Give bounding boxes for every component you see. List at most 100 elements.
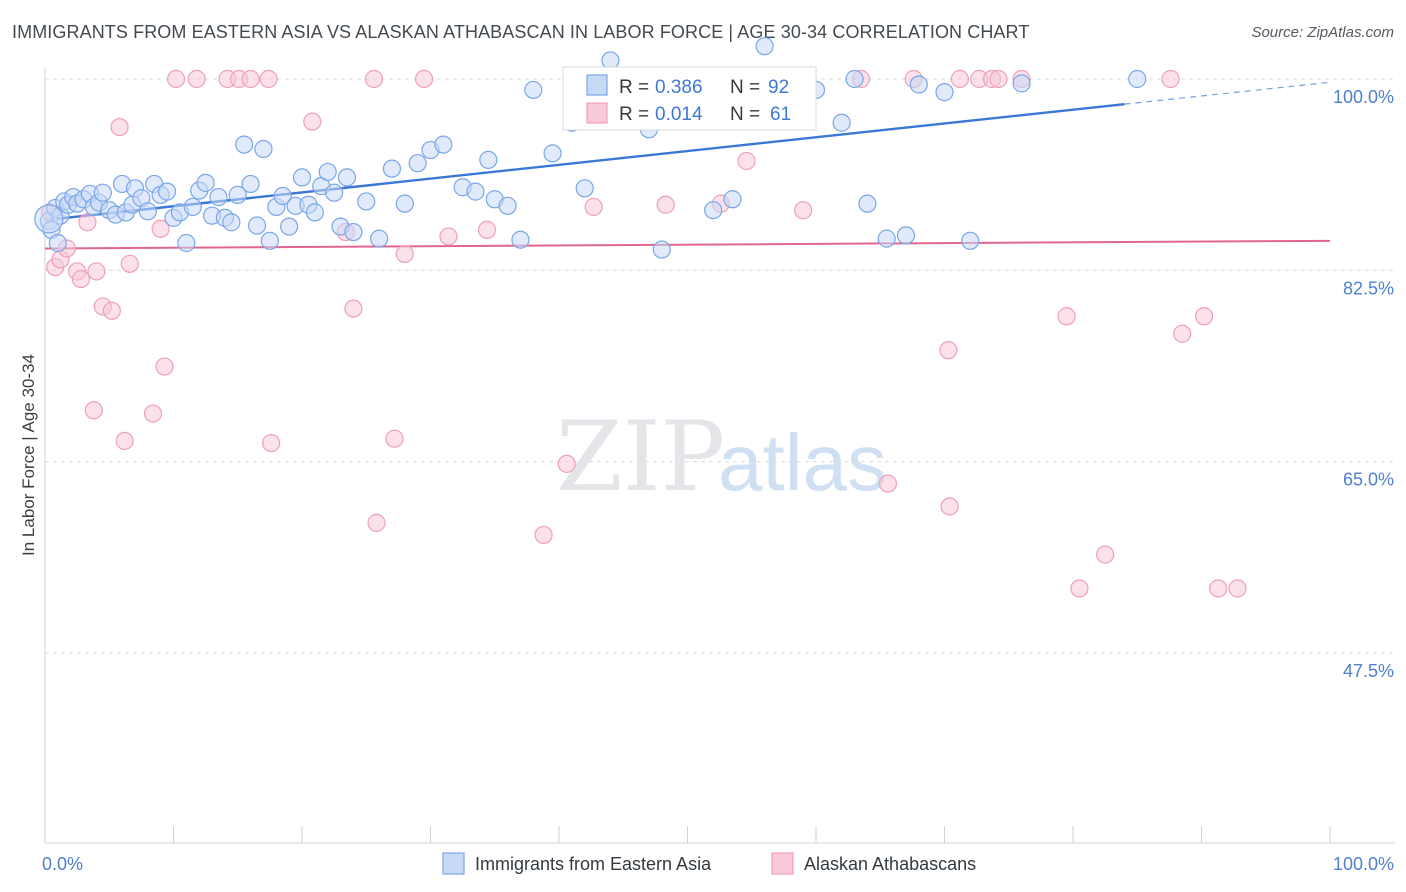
point-alaskan-athabascans	[794, 201, 813, 220]
x-tick-labels: 0.0% 100.0%	[42, 854, 1394, 874]
point-eastern-asia	[241, 174, 260, 194]
point-eastern-asia	[652, 240, 671, 259]
watermark: ZIP atlas	[556, 401, 887, 513]
point-alaskan-athabascans	[1209, 579, 1228, 598]
point-alaskan-athabascans	[262, 433, 281, 453]
y-tick-label: 65.0%	[1343, 470, 1394, 490]
point-eastern-asia	[1128, 69, 1147, 89]
point-eastern-asia	[1012, 74, 1031, 93]
legend-n-value-1: 92	[768, 77, 789, 98]
point-alaskan-athabascans	[166, 69, 186, 89]
point-alaskan-athabascans	[1070, 579, 1089, 598]
series-legend-swatch-blue	[442, 852, 465, 875]
grid-lines	[45, 78, 1395, 654]
point-alaskan-athabascans	[477, 220, 497, 239]
watermark-atlas: atlas	[718, 418, 887, 507]
x-tick-label-max: 100.0%	[1333, 854, 1394, 874]
point-alaskan-athabascans	[940, 497, 959, 516]
point-alaskan-athabascans	[71, 269, 91, 289]
point-alaskan-athabascans	[155, 357, 174, 376]
point-alaskan-athabascans	[878, 474, 898, 493]
point-eastern-asia	[755, 37, 774, 56]
point-alaskan-athabascans	[439, 227, 458, 246]
point-alaskan-athabascans	[187, 69, 206, 89]
point-alaskan-athabascans	[737, 151, 756, 171]
point-eastern-asia	[511, 230, 530, 249]
point-eastern-asia	[183, 197, 202, 217]
point-eastern-asia	[337, 168, 357, 187]
series-legend: Immigrants from Eastern Asia Alaskan Ath…	[442, 852, 976, 875]
point-eastern-asia	[247, 216, 267, 235]
source-label: Source: ZipAtlas.com	[1251, 24, 1394, 41]
series-legend-label-pink: Alaskan Athabascans	[804, 854, 976, 874]
point-eastern-asia	[305, 203, 324, 222]
point-eastern-asia	[325, 183, 344, 202]
point-eastern-asia	[228, 185, 247, 204]
point-eastern-asia	[832, 113, 851, 132]
legend-swatch-pink	[586, 102, 608, 124]
point-alaskan-athabascans	[534, 525, 553, 545]
point-eastern-asia	[318, 162, 337, 182]
point-eastern-asia	[909, 75, 928, 94]
point-alaskan-athabascans	[364, 69, 384, 89]
point-eastern-asia	[524, 80, 543, 100]
point-alaskan-athabascans	[87, 262, 106, 281]
axes	[44, 68, 1395, 844]
point-alaskan-athabascans	[115, 431, 134, 450]
point-eastern-asia	[209, 187, 228, 207]
point-alaskan-athabascans	[385, 429, 404, 448]
point-alaskan-athabascans	[344, 299, 363, 318]
legend-swatch-blue	[586, 74, 608, 96]
point-eastern-asia	[935, 83, 954, 102]
point-eastern-asia	[575, 179, 594, 198]
point-eastern-asia	[254, 139, 273, 159]
trend-line-alaskan-athabascans	[44, 239, 1331, 250]
y-tick-label: 100.0%	[1333, 87, 1394, 107]
point-eastern-asia	[858, 194, 877, 213]
point-alaskan-athabascans	[1161, 69, 1180, 89]
point-eastern-asia	[93, 183, 112, 202]
point-eastern-asia	[961, 231, 980, 250]
point-eastern-asia	[196, 173, 215, 192]
y-tick-labels: 100.0% 82.5% 65.0% 47.5%	[1333, 87, 1394, 681]
point-eastern-asia	[896, 226, 916, 245]
point-alaskan-athabascans	[1096, 545, 1115, 564]
point-eastern-asia	[48, 233, 67, 253]
point-alaskan-athabascans	[989, 69, 1008, 89]
point-eastern-asia	[408, 154, 427, 173]
y-tick-label: 82.5%	[1343, 278, 1394, 298]
point-alaskan-athabascans	[143, 404, 163, 423]
point-eastern-asia	[357, 192, 376, 211]
legend-n-label-1: N =	[730, 77, 760, 98]
legend-r-value-2: 0.014	[655, 104, 703, 125]
point-eastern-asia-cluster	[34, 204, 64, 234]
point-eastern-asia	[280, 217, 299, 236]
point-alaskan-athabascans	[1194, 307, 1214, 326]
point-eastern-asia	[543, 144, 562, 163]
point-eastern-asia	[177, 233, 196, 253]
point-eastern-asia	[723, 190, 742, 209]
point-eastern-asia	[382, 159, 402, 178]
watermark-zip: ZIP	[556, 401, 725, 513]
point-eastern-asia	[157, 182, 177, 201]
point-eastern-asia	[222, 213, 241, 232]
correlation-legend: R = 0.386 N = 92 R = 0.014 N = 61	[562, 66, 817, 131]
point-alaskan-athabascans	[151, 219, 170, 238]
point-eastern-asia	[292, 168, 312, 187]
point-alaskan-athabascans	[110, 118, 129, 137]
point-eastern-asia	[466, 182, 485, 201]
series-legend-swatch-pink	[771, 852, 794, 875]
point-eastern-asia	[877, 229, 896, 248]
legend-n-label-2: N =	[730, 104, 760, 125]
legend-r-value-1: 0.386	[655, 77, 703, 98]
point-alaskan-athabascans	[78, 213, 97, 232]
point-eastern-asia	[344, 222, 363, 242]
y-tick-label: 47.5%	[1343, 661, 1394, 681]
point-alaskan-athabascans	[950, 69, 970, 89]
point-alaskan-athabascans	[395, 244, 414, 264]
point-alaskan-athabascans	[367, 513, 386, 532]
point-alaskan-athabascans	[557, 454, 576, 473]
point-alaskan-athabascans	[939, 341, 958, 360]
legend-n-value-2: 61	[770, 104, 791, 125]
point-alaskan-athabascans	[241, 69, 260, 89]
